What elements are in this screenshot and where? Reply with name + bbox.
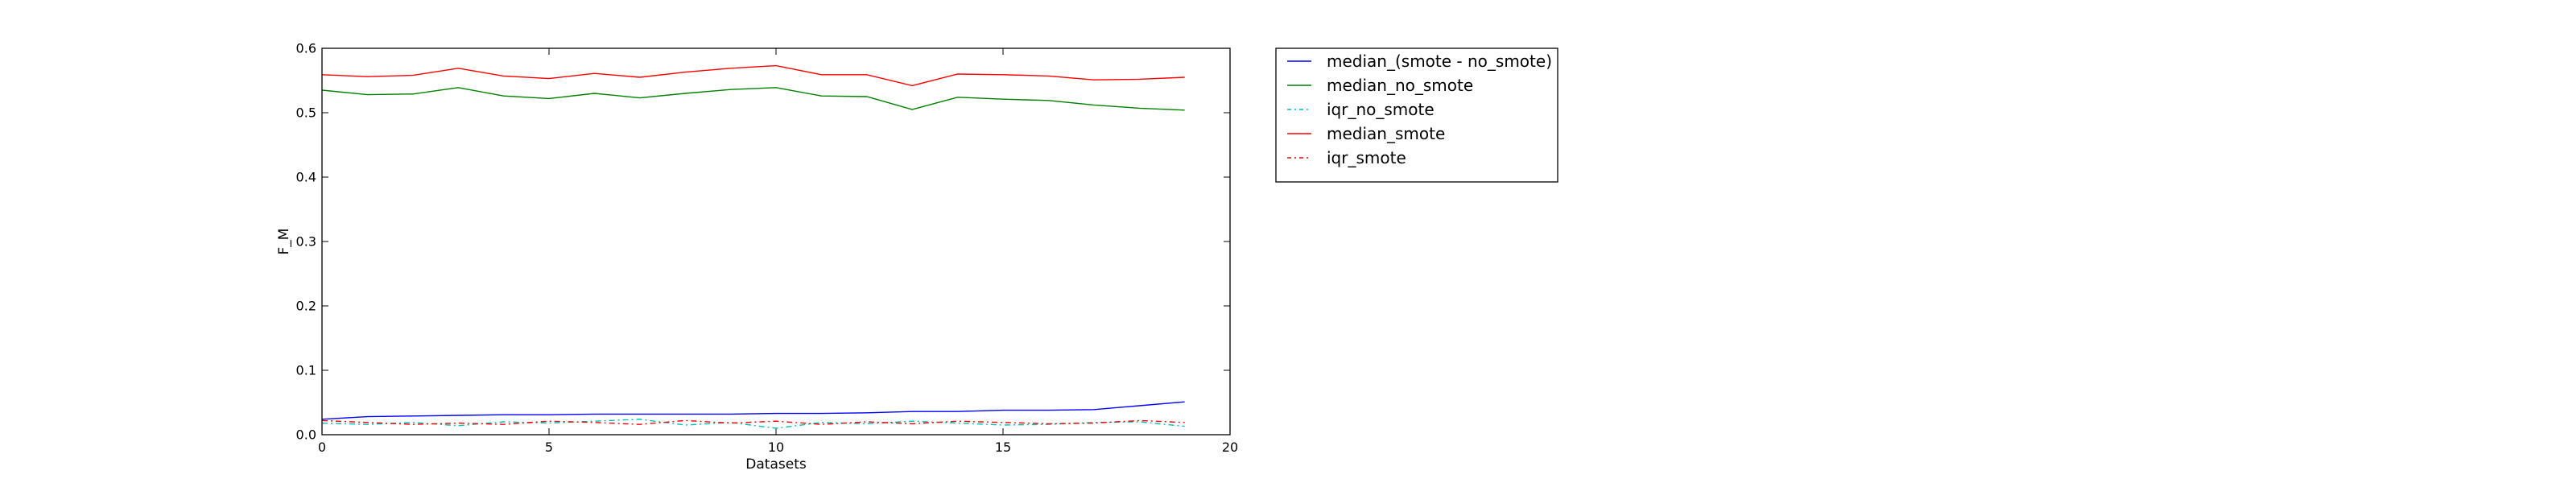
legend-label: iqr_no_smote [1327, 100, 1435, 119]
series-group [321, 64, 1185, 429]
y-tick-label: 0.6 [296, 41, 316, 56]
x-tick-label: 15 [995, 440, 1011, 455]
legend-label: median_smote [1327, 124, 1445, 143]
y-tick-label: 0.3 [296, 234, 316, 250]
plot-frame [321, 47, 1231, 436]
legend-box [1275, 47, 1558, 183]
series-line-iqr-no-smote [321, 419, 1185, 429]
legend-label: median_no_smote [1327, 76, 1473, 95]
x-tick-label: 10 [768, 440, 784, 455]
y-tick-label: 0.5 [296, 105, 316, 121]
y-tick-label: 0.2 [296, 299, 316, 314]
axes: 0 5 10 15 20 0.0 0.1 0.2 0.3 0.4 0.5 0.6 [296, 41, 1239, 456]
y-axis-label: F_M [276, 229, 292, 255]
legend-label: iqr_smote [1327, 148, 1406, 167]
x-tick-label: 20 [1222, 440, 1238, 455]
x-tick-label: 5 [545, 440, 553, 455]
y-tick-label: 0.1 [296, 363, 316, 378]
series-line-median-no-smote [321, 87, 1185, 111]
y-tick-label: 0.0 [296, 427, 316, 443]
legend: median_(smote - no_smote) median_no_smote… [1275, 47, 1558, 183]
series-line-median-smote-no-smote- [321, 401, 1185, 420]
x-axis-label: Datasets [745, 456, 807, 473]
x-tick-label: 0 [318, 440, 326, 455]
legend-label: median_(smote - no_smote) [1327, 52, 1552, 71]
series-line-median-smote [321, 64, 1185, 87]
y-tick-label: 0.4 [296, 170, 316, 185]
